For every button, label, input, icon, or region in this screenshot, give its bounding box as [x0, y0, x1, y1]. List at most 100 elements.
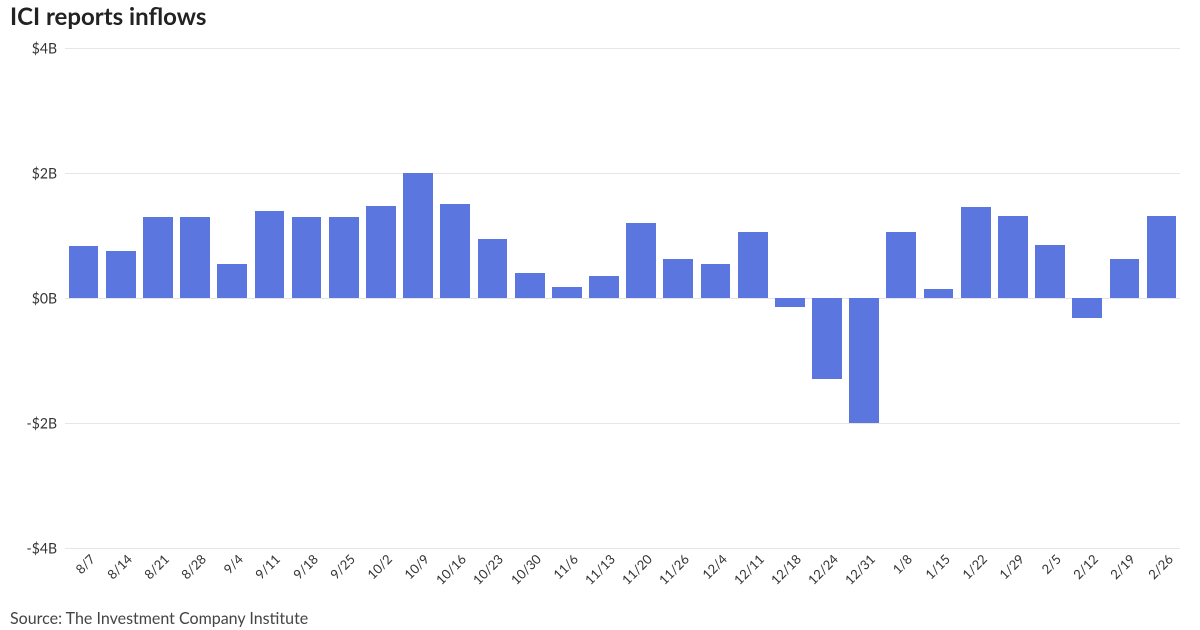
bar — [329, 217, 359, 298]
bar-slot: 9/11 — [251, 48, 288, 548]
bar-slot: 9/4 — [214, 48, 251, 548]
x-axis-label: 2/5 — [1038, 551, 1064, 577]
bar — [1035, 245, 1065, 298]
x-axis-label: 9/18 — [289, 551, 320, 582]
y-axis-label: $4B — [32, 40, 57, 57]
bar-slot: 8/14 — [102, 48, 139, 548]
bar-slot: 12/31 — [846, 48, 883, 548]
bar — [1072, 298, 1102, 318]
bar-slot: 1/15 — [920, 48, 957, 548]
bar-slot: 2/26 — [1143, 48, 1180, 548]
x-axis-label: 1/8 — [889, 551, 915, 577]
x-axis-label: 10/30 — [507, 551, 544, 588]
bar — [626, 223, 656, 298]
bar — [255, 211, 285, 299]
x-axis-label: 12/24 — [804, 551, 841, 588]
x-axis-label: 9/4 — [220, 551, 246, 577]
bar — [143, 217, 173, 298]
bar-slot: 2/19 — [1106, 48, 1143, 548]
bar-slot: 12/24 — [808, 48, 845, 548]
bar — [292, 217, 322, 298]
bar-slot: 10/2 — [362, 48, 399, 548]
y-axis-label: $0B — [32, 290, 57, 307]
bar-slot: 1/8 — [883, 48, 920, 548]
bar-slot: 12/18 — [771, 48, 808, 548]
x-axis-label: 8/14 — [103, 551, 134, 582]
x-axis-label: 10/2 — [364, 551, 395, 582]
bar-slot: 10/16 — [437, 48, 474, 548]
bar — [440, 204, 470, 298]
bar — [106, 251, 136, 298]
bar-slot: 8/7 — [65, 48, 102, 548]
bar-slot: 11/20 — [623, 48, 660, 548]
x-axis-label: 9/25 — [326, 551, 357, 582]
bar — [180, 217, 210, 298]
bar — [812, 298, 842, 379]
bar — [217, 264, 247, 298]
bar — [69, 246, 99, 298]
bar-slot: 10/30 — [511, 48, 548, 548]
bar-slot: 1/29 — [994, 48, 1031, 548]
x-axis-label: 12/11 — [730, 551, 767, 588]
x-axis-label: 1/22 — [958, 551, 989, 582]
x-axis-label: 11/6 — [549, 551, 580, 582]
bar — [478, 239, 508, 298]
y-axis-label: $2B — [32, 165, 57, 182]
bar — [1147, 216, 1177, 299]
bar-slot: 1/22 — [957, 48, 994, 548]
bar-slot: 8/28 — [177, 48, 214, 548]
bar-slot: 12/11 — [734, 48, 771, 548]
bar — [366, 206, 396, 299]
x-axis-label: 8/7 — [72, 551, 98, 577]
x-axis-label: 12/31 — [842, 551, 879, 588]
chart-container: ICI reports inflows $4B$2B$0B-$2B-$4B8/7… — [0, 0, 1200, 630]
bar — [403, 173, 433, 298]
bar — [961, 207, 991, 298]
bar-slot: 11/26 — [660, 48, 697, 548]
bar-slot: 11/6 — [548, 48, 585, 548]
x-axis-label: 1/29 — [996, 551, 1027, 582]
bar — [515, 273, 545, 298]
bar — [998, 216, 1028, 299]
bar — [1110, 259, 1140, 298]
bar — [701, 264, 731, 298]
x-axis-label: 10/16 — [433, 551, 470, 588]
x-axis-label: 2/19 — [1107, 551, 1138, 582]
x-axis-label: 1/15 — [921, 551, 952, 582]
bars-group: 8/78/148/218/289/49/119/189/2510/210/910… — [65, 48, 1180, 548]
x-axis-label: 8/21 — [141, 551, 172, 582]
x-axis-label: 11/26 — [656, 551, 693, 588]
bar-slot: 9/25 — [325, 48, 362, 548]
bar-slot: 8/21 — [139, 48, 176, 548]
chart-source: Source: The Investment Company Institute — [10, 609, 308, 628]
y-axis-label: -$2B — [27, 415, 58, 432]
chart-title: ICI reports inflows — [10, 2, 206, 31]
x-axis-label: 12/18 — [767, 551, 804, 588]
bar — [775, 298, 805, 307]
bar — [589, 276, 619, 298]
bar-slot: 2/12 — [1069, 48, 1106, 548]
bar-slot: 11/13 — [585, 48, 622, 548]
y-axis-label: -$4B — [27, 540, 58, 557]
bar — [849, 298, 879, 423]
bar — [663, 259, 693, 298]
bar — [552, 287, 582, 298]
x-axis-label: 10/23 — [470, 551, 507, 588]
plot-area: $4B$2B$0B-$2B-$4B8/78/148/218/289/49/119… — [65, 48, 1180, 548]
x-axis-label: 2/26 — [1144, 551, 1175, 582]
bar-slot: 12/4 — [697, 48, 734, 548]
bar — [738, 232, 768, 298]
x-axis-label: 11/13 — [581, 551, 618, 588]
x-axis-label: 2/12 — [1070, 551, 1101, 582]
bar-slot: 2/5 — [1031, 48, 1068, 548]
x-axis-label: 11/20 — [618, 551, 655, 588]
bar — [886, 232, 916, 298]
x-axis-label: 8/28 — [178, 551, 209, 582]
x-axis-label: 12/4 — [698, 551, 729, 582]
x-axis-label: 9/11 — [252, 551, 283, 582]
gridline — [65, 548, 1180, 549]
bar-slot: 10/23 — [474, 48, 511, 548]
bar-slot: 10/9 — [400, 48, 437, 548]
bar-slot: 9/18 — [288, 48, 325, 548]
x-axis-label: 10/9 — [401, 551, 432, 582]
